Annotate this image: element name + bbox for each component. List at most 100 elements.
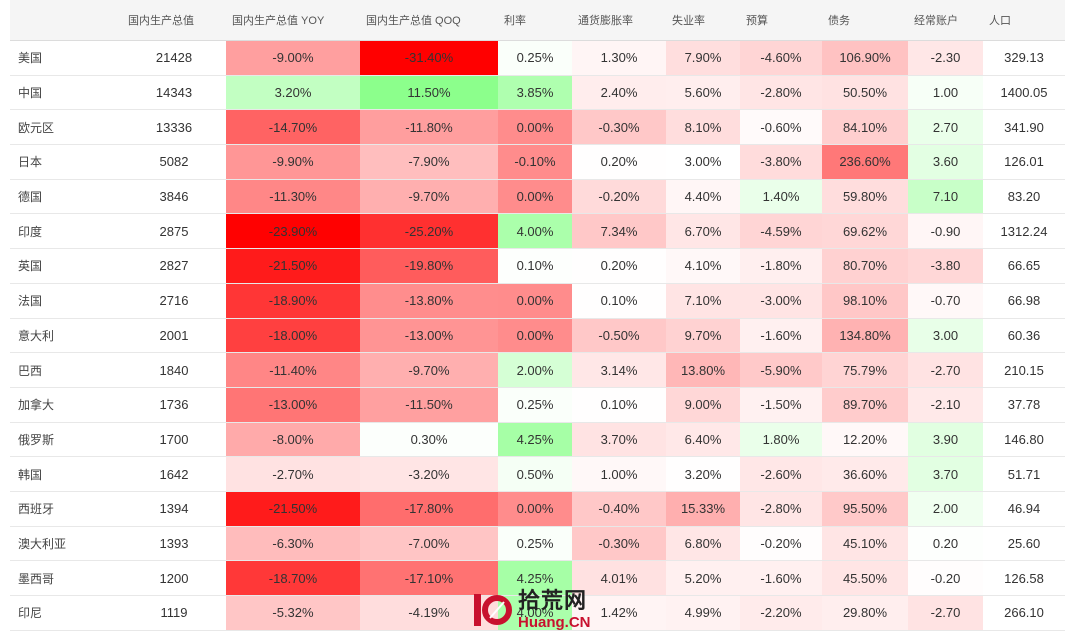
yoy-cell: -5.32%	[226, 595, 360, 631]
budget-cell: -3.00%	[740, 283, 822, 319]
country-cell: 中国	[10, 75, 122, 111]
rate-cell: 0.00%	[498, 109, 572, 146]
rate-cell: 4.25%	[498, 422, 572, 458]
unemp-cell: 5.60%	[666, 75, 740, 111]
rate-cell: 4.25%	[498, 560, 572, 596]
population-cell: 126.58	[983, 560, 1065, 596]
unemp-cell: 9.00%	[666, 387, 740, 423]
qoq-cell: 0.30%	[360, 422, 498, 458]
unemp-cell: 3.20%	[666, 456, 740, 492]
qoq-cell: -11.80%	[360, 109, 498, 146]
qoq-cell: -13.80%	[360, 283, 498, 319]
unemp-cell: 8.10%	[666, 109, 740, 146]
ca-cell: -0.90	[908, 213, 983, 250]
gdp-cell: 1736	[122, 387, 226, 423]
yoy-cell: -18.00%	[226, 318, 360, 354]
column-header: 国内生产总值 YOY	[226, 0, 360, 41]
debt-cell: 95.50%	[822, 491, 908, 527]
qoq-cell: -19.80%	[360, 248, 498, 284]
budget-cell: -2.60%	[740, 456, 822, 492]
ca-cell: 3.90	[908, 422, 983, 458]
rate-cell: 4.00%	[498, 595, 572, 631]
yoy-cell: -11.30%	[226, 179, 360, 215]
qoq-cell: -9.70%	[360, 179, 498, 215]
qoq-cell: -25.20%	[360, 213, 498, 250]
unemp-cell: 4.10%	[666, 248, 740, 284]
yoy-cell: -18.90%	[226, 283, 360, 319]
country-cell: 德国	[10, 179, 122, 215]
infl-cell: 4.01%	[572, 560, 666, 596]
country-cell: 墨西哥	[10, 560, 122, 596]
unemp-cell: 15.33%	[666, 491, 740, 527]
gdp-cell: 5082	[122, 144, 226, 180]
infl-cell: -0.20%	[572, 179, 666, 215]
gdp-cell: 1119	[122, 595, 226, 631]
gdp-cell: 2875	[122, 213, 226, 250]
infl-cell: 3.70%	[572, 422, 666, 458]
qoq-cell: -11.50%	[360, 387, 498, 423]
qoq-cell: -31.40%	[360, 40, 498, 76]
gdp-cell: 2001	[122, 318, 226, 354]
table-row: 澳大利亚 1393 -6.30% -7.00% 0.25% -0.30% 6.80% -0.2…	[10, 526, 1065, 562]
unemp-cell: 4.99%	[666, 595, 740, 631]
infl-cell: 2.40%	[572, 75, 666, 111]
unemp-cell: 6.80%	[666, 526, 740, 562]
ca-cell: 3.60	[908, 144, 983, 180]
ca-cell: 3.70	[908, 456, 983, 492]
infl-cell: 0.10%	[572, 387, 666, 423]
rate-cell: 0.25%	[498, 526, 572, 562]
rate-cell: 3.85%	[498, 75, 572, 111]
country-cell: 欧元区	[10, 109, 122, 146]
budget-cell: -2.80%	[740, 75, 822, 111]
rate-cell: 0.50%	[498, 456, 572, 492]
gdp-cell: 14343	[122, 75, 226, 111]
budget-cell: -1.50%	[740, 387, 822, 423]
debt-cell: 50.50%	[822, 75, 908, 111]
table-row: 印尼 1119 -5.32% -4.19% 4.00% 1.42% 4.99% -2.20% 2…	[10, 595, 1065, 631]
column-header: 国内生产总值 QOQ	[360, 0, 498, 41]
budget-cell: -2.20%	[740, 595, 822, 631]
budget-cell: -5.90%	[740, 352, 822, 388]
debt-cell: 59.80%	[822, 179, 908, 215]
debt-cell: 12.20%	[822, 422, 908, 458]
table-row: 韩国 1642 -2.70% -3.20% 0.50% 1.00% 3.20% -2.60% 3…	[10, 456, 1065, 492]
table-row: 意大利 2001 -18.00% -13.00% 0.00% -0.50% 9.70% -1.…	[10, 318, 1065, 354]
budget-cell: -4.60%	[740, 40, 822, 76]
country-cell: 韩国	[10, 456, 122, 492]
budget-cell: 1.40%	[740, 179, 822, 215]
population-cell: 25.60	[983, 526, 1065, 562]
country-cell: 澳大利亚	[10, 526, 122, 562]
infl-cell: 1.30%	[572, 40, 666, 76]
rate-cell: 0.00%	[498, 318, 572, 354]
table-row: 美国 21428 -9.00% -31.40% 0.25% 1.30% 7.90% -4.60…	[10, 40, 1065, 76]
debt-cell: 89.70%	[822, 387, 908, 423]
population-cell: 341.90	[983, 109, 1065, 146]
debt-cell: 80.70%	[822, 248, 908, 284]
population-cell: 266.10	[983, 595, 1065, 631]
ca-cell: 2.70	[908, 109, 983, 146]
infl-cell: -0.40%	[572, 491, 666, 527]
qoq-cell: -17.10%	[360, 560, 498, 596]
gdp-cell: 1642	[122, 456, 226, 492]
table-row: 英国 2827 -21.50% -19.80% 0.10% 0.20% 4.10% -1.80…	[10, 248, 1065, 284]
unemp-cell: 6.70%	[666, 213, 740, 250]
qoq-cell: -17.80%	[360, 491, 498, 527]
yoy-cell: -6.30%	[226, 526, 360, 562]
infl-cell: -0.30%	[572, 109, 666, 146]
economic-indicators-table: 国内生产总值 国内生产总值 YOY 国内生产总值 QOQ 利率 通货膨胀率 失业率 预算 债务…	[10, 0, 1065, 631]
infl-cell: 7.34%	[572, 213, 666, 250]
rate-cell: 0.00%	[498, 179, 572, 215]
column-header: 经常账户	[908, 0, 983, 41]
ca-cell: 1.00	[908, 75, 983, 111]
table-row: 加拿大 1736 -13.00% -11.50% 0.25% 0.10% 9.00% -1.5…	[10, 387, 1065, 423]
column-header: 国内生产总值	[122, 0, 226, 41]
budget-cell: -3.80%	[740, 144, 822, 180]
yoy-cell: -11.40%	[226, 352, 360, 388]
unemp-cell: 13.80%	[666, 352, 740, 388]
qoq-cell: -7.90%	[360, 144, 498, 180]
qoq-cell: -7.00%	[360, 526, 498, 562]
table-header-row: 国内生产总值 国内生产总值 YOY 国内生产总值 QOQ 利率 通货膨胀率 失业率 预算 债务…	[10, 0, 1065, 41]
population-cell: 1312.24	[983, 213, 1065, 250]
gdp-cell: 1200	[122, 560, 226, 596]
debt-cell: 75.79%	[822, 352, 908, 388]
